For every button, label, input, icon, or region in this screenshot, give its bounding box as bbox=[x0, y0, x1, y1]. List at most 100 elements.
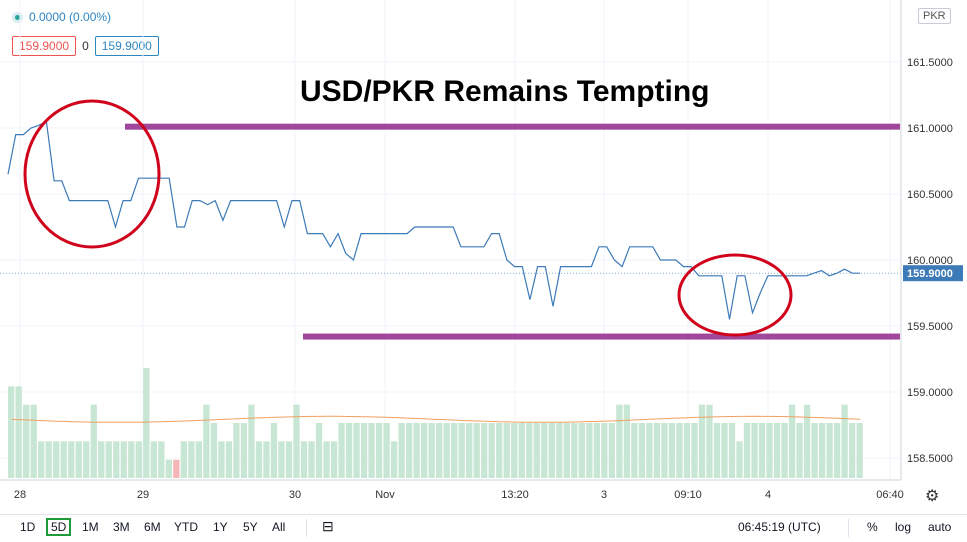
annotation-title: USD/PKR Remains Tempting bbox=[300, 75, 710, 108]
volume-bar bbox=[488, 423, 495, 478]
volume-bar bbox=[263, 441, 270, 478]
range-5y[interactable]: 5Y bbox=[243, 520, 258, 534]
bid-price-button[interactable]: 159.9000 bbox=[12, 36, 77, 56]
spread-value: 0 bbox=[82, 39, 89, 53]
volume-bar bbox=[405, 423, 413, 478]
volume-bar bbox=[638, 423, 646, 478]
volume-bar bbox=[443, 423, 450, 478]
volume-bar bbox=[23, 404, 30, 478]
volume-bar bbox=[75, 441, 82, 478]
volume-bar bbox=[203, 404, 210, 478]
volume-bar bbox=[833, 423, 841, 478]
volume-bar bbox=[646, 423, 653, 478]
change-legend: 0.0000 (0.00%) bbox=[12, 10, 111, 24]
log-toggle[interactable]: log bbox=[895, 520, 912, 534]
volume-bar bbox=[60, 441, 67, 478]
volume-bar bbox=[38, 441, 45, 478]
volume-bar bbox=[481, 423, 488, 478]
volume-bar bbox=[308, 441, 315, 478]
volume-bar bbox=[390, 441, 398, 478]
last-price-tag bbox=[903, 265, 963, 282]
volume-bar bbox=[315, 423, 323, 478]
volume-bar bbox=[781, 423, 788, 478]
volume-bar bbox=[255, 441, 263, 478]
price-chart[interactable]: 161.5000 161.0000 160.5000 160.0000 159.5000… bbox=[0, 0, 967, 514]
volume-bar bbox=[458, 423, 465, 478]
x-tick-label: 06:40 bbox=[876, 489, 904, 501]
volume-bar bbox=[323, 441, 330, 478]
range-1y[interactable]: 1Y bbox=[213, 520, 228, 534]
price-line bbox=[7, 120, 860, 320]
calendar-range-icon[interactable]: ⊟ bbox=[322, 518, 334, 534]
volume-bar bbox=[53, 441, 60, 478]
volume-bar bbox=[293, 404, 300, 478]
percent-toggle[interactable]: % bbox=[867, 520, 878, 534]
volume-bar bbox=[451, 423, 458, 478]
volume-bar bbox=[240, 423, 248, 478]
volume-bar bbox=[736, 441, 743, 478]
volume-bar bbox=[578, 423, 585, 478]
volume-bar bbox=[466, 423, 473, 478]
volume-bar bbox=[683, 423, 691, 478]
volume-bar bbox=[143, 368, 150, 478]
volume-bar bbox=[608, 423, 616, 478]
volume-bar bbox=[8, 386, 15, 478]
range-5d[interactable]: 5D bbox=[46, 518, 72, 536]
range-3m[interactable]: 3M bbox=[113, 520, 130, 534]
range-ytd[interactable]: YTD bbox=[174, 520, 198, 534]
volume-bar bbox=[158, 441, 165, 478]
volume-bar bbox=[661, 423, 668, 478]
range-1m[interactable]: 1M bbox=[82, 520, 99, 534]
utc-time[interactable]: 06:45:19 (UTC) bbox=[738, 520, 821, 534]
volume-bar bbox=[368, 423, 375, 478]
range-6m[interactable]: 6M bbox=[144, 520, 161, 534]
volume-bar bbox=[30, 404, 37, 478]
gear-icon[interactable]: ⚙ bbox=[925, 488, 940, 505]
range-all[interactable]: All bbox=[272, 520, 286, 534]
volume-bar bbox=[165, 459, 172, 478]
volume-bar bbox=[173, 459, 180, 478]
y-tick-label: 159.5000 bbox=[907, 321, 953, 333]
volume-bar bbox=[270, 423, 278, 478]
auto-toggle[interactable]: auto bbox=[928, 520, 952, 534]
highlight-circle-right bbox=[677, 253, 793, 337]
x-tick-label: 4 bbox=[765, 489, 771, 501]
volume-bar bbox=[541, 423, 548, 478]
symbol-status-icon bbox=[12, 11, 23, 23]
volume-bar bbox=[691, 423, 698, 478]
volume-bar bbox=[706, 404, 713, 478]
volume-bar bbox=[571, 423, 578, 478]
x-tick-label: 29 bbox=[137, 489, 149, 501]
volume-bar bbox=[68, 441, 75, 478]
volume-bar bbox=[338, 423, 345, 478]
volume-bar bbox=[353, 423, 360, 478]
volume-bar bbox=[848, 423, 856, 478]
volume-bar bbox=[773, 423, 781, 478]
volume-bar bbox=[518, 423, 525, 478]
y-tick-label: 160.5000 bbox=[907, 189, 953, 201]
volume-bar bbox=[278, 441, 285, 478]
volume-bar bbox=[428, 423, 435, 478]
volume-bar bbox=[436, 423, 443, 478]
currency-badge: PKR bbox=[918, 8, 951, 24]
volume-bar bbox=[533, 423, 540, 478]
volume-bar bbox=[803, 404, 811, 478]
volume-bar bbox=[526, 423, 533, 478]
toolbar-divider bbox=[848, 519, 849, 537]
volume-bar bbox=[668, 423, 676, 478]
volume-bar bbox=[398, 423, 405, 478]
volume-bar bbox=[818, 423, 826, 478]
volume-bar bbox=[45, 441, 52, 478]
range-toolbar: 1D 5D 1M 3M 6M YTD 1Y 5Y All ⊟ 06:45:19 … bbox=[0, 514, 967, 542]
volume-bar bbox=[413, 423, 420, 478]
volume-bar bbox=[698, 404, 706, 478]
volume-bar bbox=[473, 423, 480, 478]
volume-bar bbox=[713, 423, 721, 478]
volume-bar bbox=[233, 423, 240, 478]
range-1d[interactable]: 1D bbox=[20, 520, 36, 534]
volume-bar bbox=[15, 386, 22, 478]
volume-bar bbox=[548, 423, 555, 478]
volume-average-line bbox=[11, 415, 861, 423]
volume-bar bbox=[128, 441, 135, 478]
volume-bar bbox=[751, 423, 758, 478]
